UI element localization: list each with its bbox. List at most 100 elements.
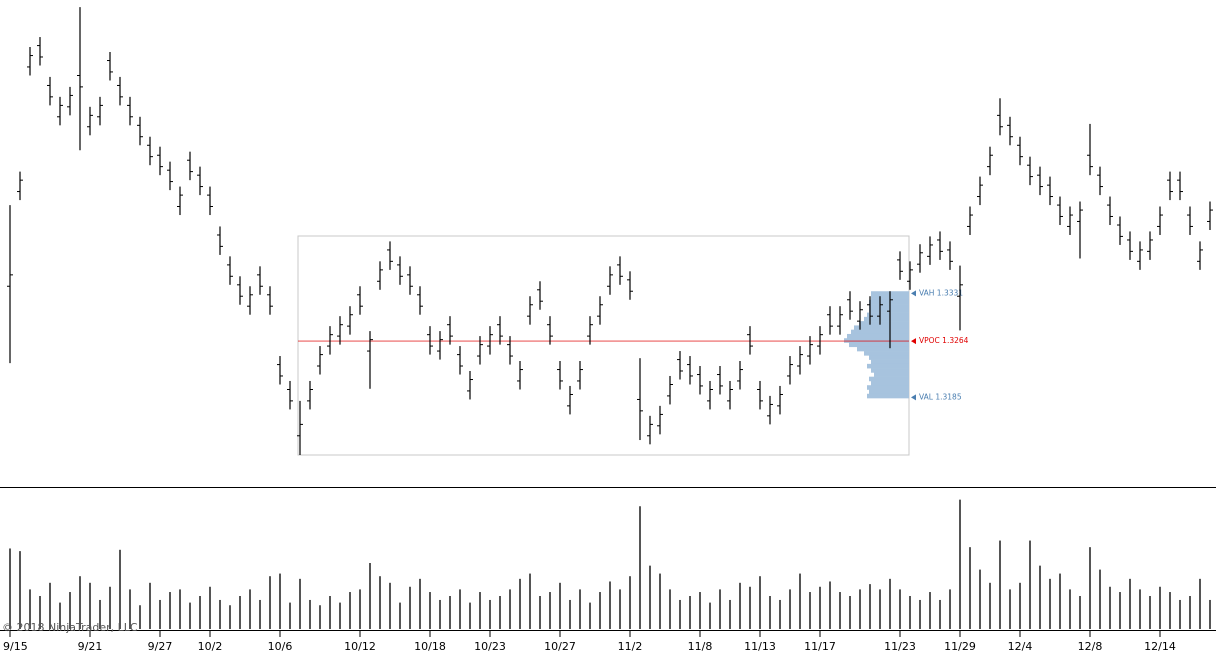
date-label: 12/4 (1008, 640, 1033, 653)
volume-bar (1139, 589, 1141, 629)
volume-bar (309, 599, 311, 629)
volume-bar (249, 589, 251, 629)
volume-bar (89, 582, 91, 629)
volume-bar (829, 581, 831, 629)
volume-bar (1169, 592, 1171, 629)
volume-bar (519, 578, 521, 629)
volume-bar (959, 499, 961, 629)
volume-bar (1109, 586, 1111, 629)
volume-bar (329, 596, 331, 629)
profile-bar (869, 355, 909, 360)
volume-bar (779, 599, 781, 629)
volume-pane (9, 499, 1211, 629)
volume-bar (1079, 596, 1081, 629)
volume-bar (109, 586, 111, 629)
date-label: 11/13 (744, 640, 776, 653)
volume-bar (39, 596, 41, 629)
volume-bar (639, 506, 641, 629)
date-label: 12/14 (1144, 640, 1176, 653)
profile-bar (867, 385, 909, 390)
profile-bar (869, 376, 909, 382)
date-label: 11/29 (944, 640, 976, 653)
volume-bar (609, 581, 611, 629)
profile-bar (851, 329, 909, 335)
date-axis: 9/15 9/21 9/27 10/2 10/6 10/12 10/18 10/23 10/27… (3, 631, 1176, 653)
volume-bar (169, 592, 171, 629)
volume-bar (759, 576, 761, 629)
volume-bar (9, 548, 11, 629)
volume-bar (689, 596, 691, 629)
volume-bar (439, 599, 441, 629)
volume-bar (29, 589, 31, 629)
volume-bar (929, 592, 931, 629)
copyright: © 2018 NinjaTrader, LLC (2, 621, 138, 634)
volume-bar (199, 596, 201, 629)
date-label: 9/21 (78, 640, 103, 653)
volume-bar (289, 602, 291, 629)
volume-bar (69, 592, 71, 629)
volume-bar (889, 578, 891, 629)
volume-bar (239, 596, 241, 629)
volume-bar (1159, 586, 1161, 629)
profile-bar (867, 363, 909, 369)
volume-bar (699, 592, 701, 629)
volume-bar (269, 576, 271, 629)
volume-bar (1179, 599, 1181, 629)
date-label: 10/23 (474, 640, 506, 653)
level-label: VAL 1.3185 (919, 392, 962, 401)
volume-bar (539, 596, 541, 629)
volume-bar (1059, 573, 1061, 629)
volume-bar (999, 540, 1001, 629)
volume-bar (579, 589, 581, 629)
volume-bar (659, 573, 661, 629)
volume-bar (179, 589, 181, 629)
volume-bar (1029, 540, 1031, 629)
volume-bar (1069, 589, 1071, 629)
profile-bar (871, 368, 909, 373)
volume-bar (909, 596, 911, 629)
profile-bar (864, 316, 909, 322)
volume-bar (159, 599, 161, 629)
volume-bar (389, 582, 391, 629)
volume-bar (669, 589, 671, 629)
volume-bar (729, 599, 731, 629)
volume-bar (419, 578, 421, 629)
volume-bar (119, 549, 121, 629)
volume-bar (589, 602, 591, 629)
date-label: 10/2 (198, 640, 223, 653)
volume-bar (979, 569, 981, 629)
volume-bar (59, 602, 61, 629)
volume-bar (989, 582, 991, 629)
volume-bar (1049, 578, 1051, 629)
volume-bar (1129, 578, 1131, 629)
profile-bar (867, 393, 909, 399)
volume-bar (1099, 569, 1101, 629)
volume-bar (619, 589, 621, 629)
volume-bar (819, 586, 821, 629)
volume-bar (679, 599, 681, 629)
profile-bar (869, 304, 909, 309)
volume-bar (129, 589, 131, 629)
price-pane: VAH 1.3331 VPOC 1.3264 VAL 1.3185 (7, 7, 1213, 455)
volume-bar (1039, 565, 1041, 629)
profile-bar (849, 342, 909, 348)
volume-bar (1209, 599, 1211, 629)
volume-bar (869, 584, 871, 629)
volume-bar (949, 589, 951, 629)
date-label: 10/27 (544, 640, 576, 653)
volume-bar (649, 565, 651, 629)
volume-bar (859, 589, 861, 629)
volume-bar (479, 592, 481, 629)
date-label: 9/15 (3, 640, 28, 653)
volume-bar (719, 589, 721, 629)
date-label: 10/12 (344, 640, 376, 653)
volume-bar (789, 589, 791, 629)
volume-bar (969, 547, 971, 629)
volume-bar (599, 592, 601, 629)
volume-bar (339, 602, 341, 629)
volume-bar (429, 592, 431, 629)
volume-bar (1199, 578, 1201, 629)
volume-bar (809, 592, 811, 629)
profile-bar (857, 346, 909, 352)
volume-bar (509, 589, 511, 629)
